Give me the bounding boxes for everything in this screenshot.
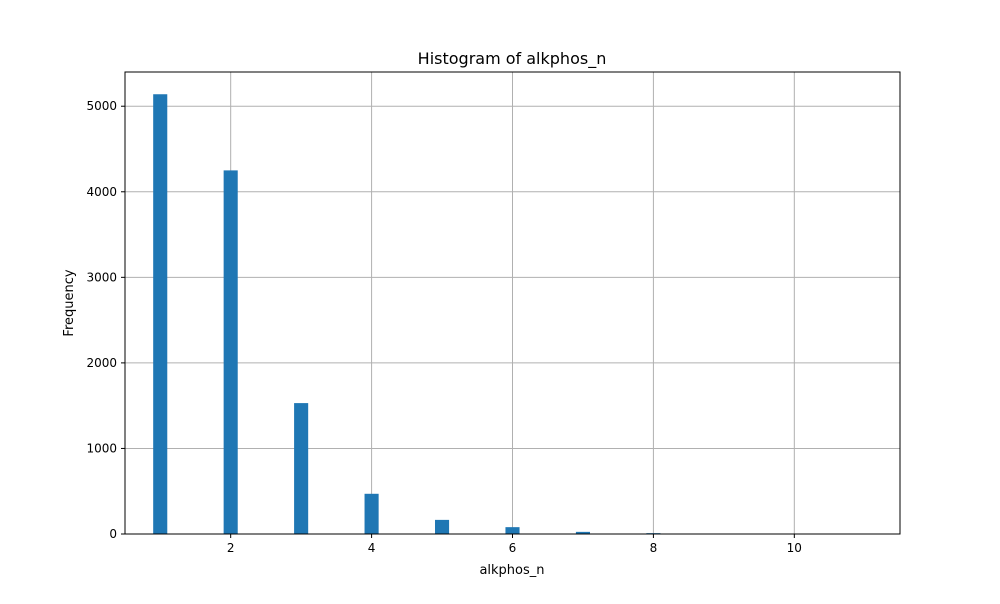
- x-tick-label: 2: [227, 541, 235, 555]
- histogram-bar: [435, 520, 449, 534]
- y-tick-label: 2000: [86, 356, 117, 370]
- chart-title: Histogram of alkphos_n: [418, 49, 607, 69]
- x-axis-label: alkphos_n: [479, 563, 544, 578]
- x-tick-label: 6: [509, 541, 517, 555]
- x-tick-label: 10: [787, 541, 802, 555]
- histogram-bar: [294, 403, 308, 534]
- histogram-bar: [224, 170, 238, 534]
- y-tick-label: 0: [109, 527, 117, 541]
- grid: [125, 72, 900, 534]
- y-tick-label: 5000: [86, 99, 117, 113]
- ticks: 2 4 6 8 10 0 1000 2000 3000 4000 5000: [86, 99, 802, 555]
- y-tick-label: 1000: [86, 441, 117, 455]
- y-tick-label: 4000: [86, 185, 117, 199]
- y-tick-label: 3000: [86, 270, 117, 284]
- histogram-bar: [365, 494, 379, 534]
- x-tick-label: 4: [368, 541, 376, 555]
- y-axis-label: Frequency: [62, 269, 77, 336]
- histogram-bar: [153, 94, 167, 534]
- histogram-bar: [505, 527, 519, 534]
- x-tick-label: 8: [650, 541, 658, 555]
